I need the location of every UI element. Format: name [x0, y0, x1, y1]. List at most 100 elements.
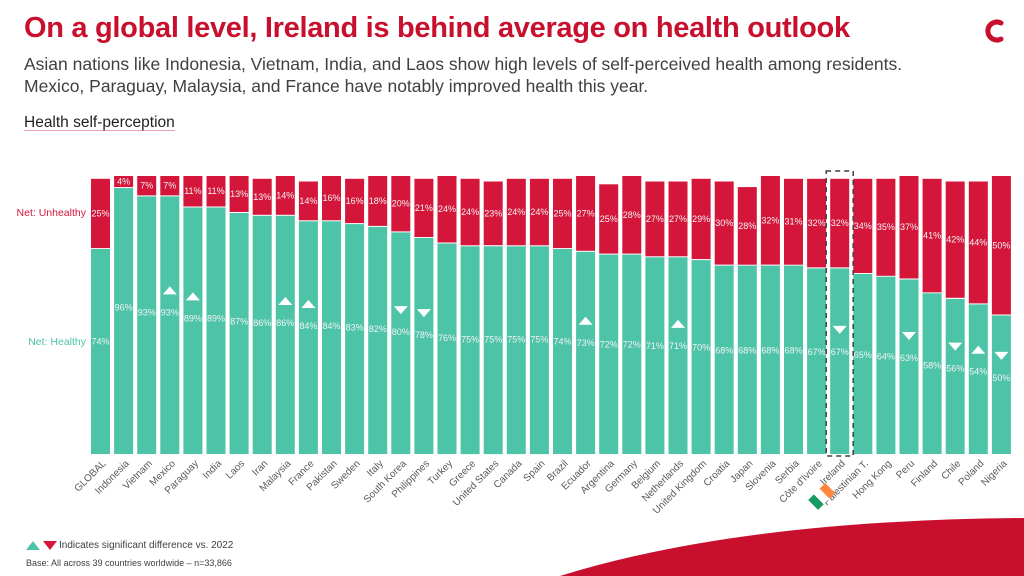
- value-label-healthy: 75%: [530, 335, 548, 345]
- value-label-unhealthy: 24%: [507, 207, 525, 217]
- bar-healthy: [807, 268, 827, 454]
- value-label-healthy: 84%: [322, 321, 340, 331]
- bar-healthy: [160, 196, 180, 454]
- bar-unhealthy: [322, 176, 341, 221]
- bar-unhealthy: [483, 181, 503, 246]
- bar-unhealthy: [91, 178, 110, 249]
- bar-unhealthy: [668, 181, 688, 257]
- bar-unhealthy: [229, 176, 249, 212]
- value-label-healthy: 86%: [276, 318, 294, 328]
- value-label-healthy: 71%: [646, 341, 664, 351]
- value-label-unhealthy: 24%: [461, 207, 479, 217]
- value-label-healthy: 86%: [253, 318, 271, 328]
- value-label-unhealthy: 11%: [184, 186, 201, 196]
- bar-healthy: [529, 246, 549, 455]
- significant-down-icon: [416, 309, 431, 318]
- bar-healthy: [437, 243, 457, 454]
- bar-healthy: [576, 251, 596, 454]
- bar-unhealthy: [529, 178, 549, 246]
- series-label-unhealthy: Net: Unhealthy: [17, 207, 87, 219]
- bar-unhealthy: [345, 178, 365, 224]
- significant-down-icon: [994, 351, 1009, 360]
- bar-unhealthy: [506, 178, 526, 246]
- significant-down-icon: [393, 306, 408, 315]
- page-subtitle: Asian nations like Indonesia, Vietnam, I…: [24, 54, 903, 96]
- bar-unhealthy: [275, 176, 295, 215]
- value-label-unhealthy: 16%: [346, 196, 364, 206]
- bar-unhealthy: [599, 184, 619, 254]
- category-label: India: [201, 458, 224, 481]
- bar-healthy: [760, 265, 780, 454]
- bar-healthy: [991, 315, 1011, 454]
- bar-healthy: [460, 246, 480, 455]
- value-label-healthy: 72%: [600, 339, 618, 349]
- decorative-swoosh: [560, 518, 1024, 576]
- significant-down-icon: [902, 332, 916, 341]
- bar-unhealthy: [645, 181, 665, 257]
- value-label-unhealthy: 14%: [299, 196, 317, 206]
- value-label-healthy: 76%: [438, 333, 456, 343]
- value-label-healthy: 73%: [577, 338, 595, 348]
- value-label-unhealthy: 32%: [761, 215, 779, 225]
- value-label-healthy: 64%: [877, 352, 895, 362]
- bar-healthy: [830, 268, 850, 454]
- bar-healthy: [876, 276, 896, 454]
- bar-healthy: [368, 226, 388, 454]
- value-label-unhealthy: 4%: [117, 177, 130, 187]
- category-label: Laos: [224, 458, 247, 481]
- bar-unhealthy: [760, 176, 780, 265]
- bar-healthy: [229, 213, 249, 454]
- value-label-healthy: 65%: [854, 350, 872, 360]
- value-label-unhealthy: 24%: [530, 207, 548, 217]
- significant-up-icon: [578, 316, 593, 325]
- base-note: Base: All across 39 countries worldwide …: [26, 558, 232, 568]
- value-label-healthy: 87%: [230, 317, 248, 327]
- bar-healthy: [714, 265, 734, 454]
- value-label-healthy: 89%: [184, 313, 202, 323]
- significant-up-icon: [671, 319, 685, 328]
- value-label-healthy: 63%: [900, 353, 918, 363]
- bar-unhealthy: [622, 176, 642, 254]
- value-label-unhealthy: 21%: [415, 203, 433, 213]
- category-label: Nigeria: [979, 458, 1009, 488]
- bar-unhealthy: [807, 178, 827, 268]
- value-label-healthy: 70%: [692, 342, 710, 352]
- bar-healthy: [968, 304, 988, 454]
- value-label-unhealthy: 28%: [738, 221, 756, 231]
- bar-healthy: [899, 279, 919, 454]
- value-label-healthy: 58%: [923, 361, 941, 371]
- bar-healthy: [506, 246, 526, 455]
- bar-healthy: [645, 257, 665, 454]
- value-label-healthy: 74%: [91, 336, 109, 346]
- bar-unhealthy: [691, 178, 711, 260]
- value-label-healthy: 71%: [669, 341, 687, 351]
- bar-healthy: [298, 221, 318, 454]
- value-label-healthy: 68%: [761, 345, 779, 355]
- bar-unhealthy: [991, 176, 1011, 315]
- bar-healthy: [599, 254, 619, 454]
- value-label-unhealthy: 31%: [784, 217, 802, 227]
- bar-unhealthy: [460, 178, 480, 246]
- value-label-unhealthy: 11%: [207, 186, 224, 196]
- value-label-healthy: 54%: [969, 367, 987, 377]
- significant-up-icon: [971, 345, 986, 354]
- bar-unhealthy: [414, 178, 434, 237]
- bar-unhealthy: [576, 176, 596, 251]
- legend: Indicates significant difference vs. 202…: [26, 540, 233, 551]
- value-label-unhealthy: 27%: [669, 214, 687, 224]
- value-label-unhealthy: 35%: [877, 222, 895, 232]
- bar-unhealthy: [137, 176, 157, 196]
- bar-healthy: [853, 273, 873, 454]
- bar-unhealthy: [899, 176, 919, 279]
- value-label-unhealthy: 14%: [276, 190, 294, 200]
- bar-healthy: [922, 293, 942, 454]
- value-label-healthy: 96%: [115, 303, 133, 313]
- value-label-healthy: 72%: [623, 339, 641, 349]
- significant-down-icon: [832, 325, 847, 334]
- bar-unhealthy: [252, 178, 272, 215]
- series-label-healthy: Net: Healthy: [28, 336, 87, 348]
- value-label-unhealthy: 41%: [923, 231, 941, 241]
- bar-healthy: [553, 249, 572, 454]
- bar-unhealthy: [391, 176, 411, 232]
- bar-unhealthy: [160, 176, 180, 196]
